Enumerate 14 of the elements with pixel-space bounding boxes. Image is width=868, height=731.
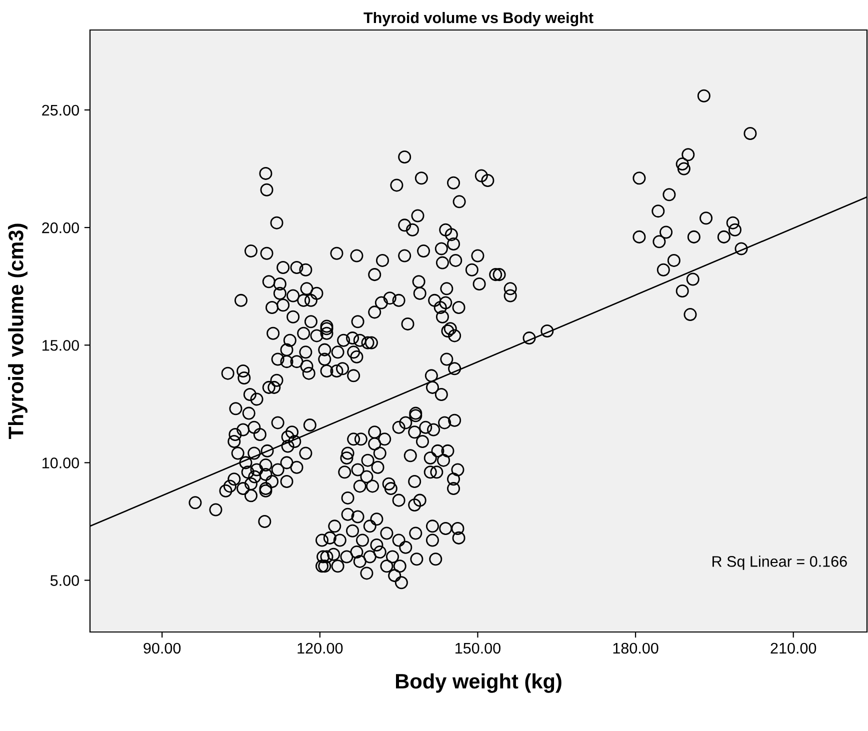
x-tick-label: 90.00 (144, 642, 181, 654)
y-tick-label: 25.00 (42, 104, 79, 116)
y-tick-label: 20.00 (42, 222, 79, 234)
chart-title: Thyroid volume vs Body weight (364, 12, 594, 26)
x-tick-label: 150.00 (456, 642, 500, 654)
y-tick-label: 15.00 (42, 340, 79, 351)
annotation: R Sq Linear = 0.166 (712, 556, 847, 570)
x-tick-label: 180.00 (613, 642, 658, 654)
y-tick-label: 10.00 (42, 458, 79, 468)
y-tick-label: 5.00 (50, 575, 79, 586)
x-axis-title: Body weight (kg) (396, 673, 562, 693)
y-axis-title: Thyroid volume (cm3) (8, 224, 28, 439)
x-tick-label: 210.00 (770, 642, 816, 654)
x-tick-label: 120.00 (298, 642, 343, 654)
